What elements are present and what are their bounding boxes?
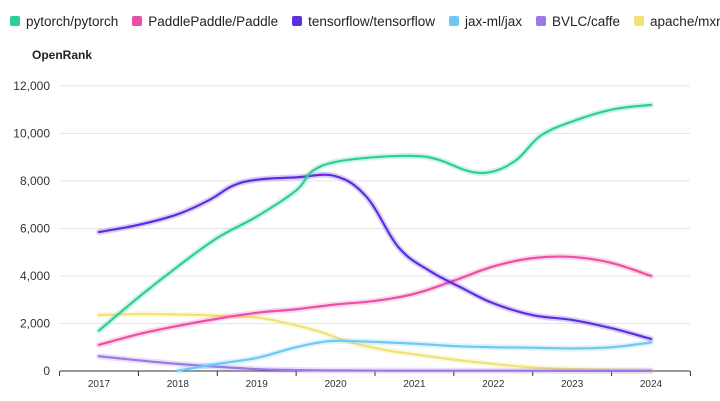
legend-label: apache/mxnet — [650, 13, 720, 29]
y-tick-label: 6,000 — [20, 221, 50, 235]
legend-swatch — [132, 16, 143, 26]
x-tick-label: 2018 — [167, 379, 190, 390]
series-line-paddlepaddle-paddle — [97, 255, 653, 346]
y-tick-label: 12,000 — [13, 79, 50, 93]
x-tick-label: 2024 — [640, 379, 663, 390]
y-tick-label: 10,000 — [13, 126, 50, 140]
legend-item-apache-mxnet[interactable]: apache/mxnet — [634, 14, 720, 29]
x-tick-label: 2020 — [324, 379, 347, 390]
legend-swatch — [448, 16, 459, 26]
legend-item-tensorflow-tensorflow[interactable]: tensorflow/tensorflow — [292, 14, 435, 29]
legend-item-bvlc-caffe[interactable]: BVLC/caffe — [535, 13, 621, 29]
x-tick-label: 2017 — [88, 379, 111, 390]
legend-item-jax-ml-jax[interactable]: jax-ml/jax — [448, 13, 522, 29]
x-tick-label: 2022 — [482, 379, 505, 390]
y-axis-label: OpenRank — [32, 48, 93, 62]
series-lines — [96, 101, 654, 374]
legend-label: jax-ml/jax — [464, 13, 522, 29]
series-line-pytorch-pytorch — [97, 103, 653, 332]
legend-item-paddlepaddle-paddle[interactable]: PaddlePaddle/Paddle — [132, 14, 278, 29]
x-tick-label: 2023 — [561, 379, 584, 390]
x-tick-label: 2021 — [403, 379, 426, 390]
legend-label: pytorch/pytorch — [26, 13, 119, 29]
series-line-bvlc-caffe — [97, 355, 653, 372]
legend-label: PaddlePaddle/Paddle — [148, 13, 279, 29]
series-line-apache-mxnet — [97, 312, 653, 372]
legend-item-pytorch-pytorch[interactable]: pytorch/pytorch — [10, 14, 118, 29]
y-tick-label: 0 — [43, 364, 50, 378]
legend-label: tensorflow/tensorflow — [308, 13, 435, 29]
series-glow-pytorch-pytorch — [96, 101, 654, 334]
y-tick-label: 4,000 — [20, 269, 50, 283]
legend-label: BVLC/caffe — [551, 13, 621, 29]
legend-swatch — [292, 16, 303, 26]
y-tick-label: 2,000 — [20, 316, 50, 330]
legend-swatch — [10, 16, 20, 26]
chart-legend: pytorch/pytorch PaddlePaddle/Paddle tensor… — [10, 9, 720, 33]
legend-swatch — [634, 16, 645, 26]
series-line-jax-ml-jax — [176, 339, 653, 372]
x-tick-label: 2019 — [246, 379, 269, 390]
legend-swatch — [535, 16, 546, 26]
y-tick-label: 8,000 — [20, 174, 50, 188]
series-line-tensorflow-tensorflow — [97, 173, 653, 341]
